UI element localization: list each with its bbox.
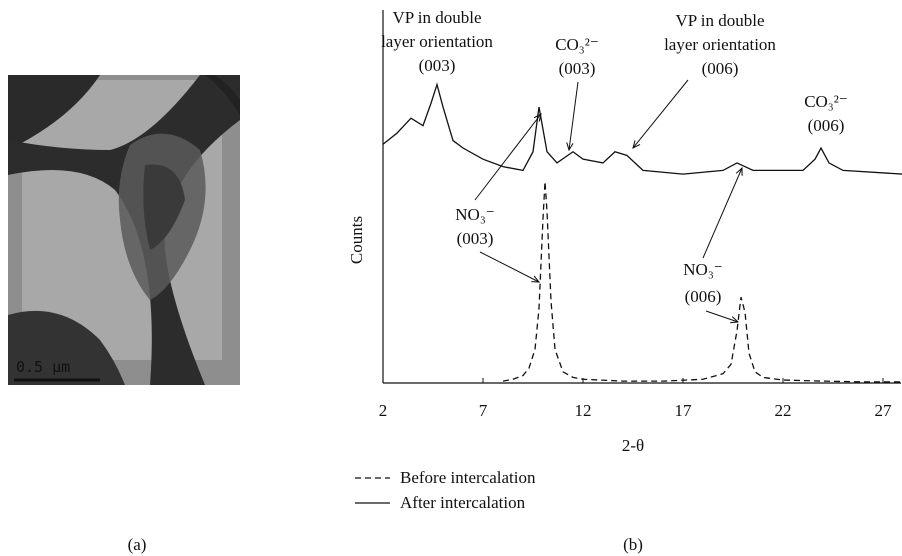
annotation-arrow: [633, 79, 689, 148]
annotation: layer orientation: [381, 32, 493, 51]
annotation: (006): [808, 116, 845, 135]
panel-label: (a): [128, 535, 147, 554]
annotation-arrow: [479, 251, 539, 282]
annotation: (006): [702, 59, 739, 78]
annotation: CO₃²⁻: [804, 92, 848, 111]
x-tick-label: 2: [379, 401, 388, 420]
x-axis-label: 2-θ: [622, 436, 644, 455]
legend-label: After intercalation: [400, 493, 526, 512]
annotation-arrow: [702, 168, 742, 259]
annotation-arrow: [705, 310, 738, 322]
annotation: layer orientation: [664, 35, 776, 54]
annotation: CO₃²⁻: [555, 35, 599, 54]
x-tick-label: 22: [775, 401, 792, 420]
scale-bar-label: 0.5 μm: [16, 358, 70, 376]
annotation-arrow: [474, 114, 541, 201]
annotation: NO₃⁻: [683, 260, 722, 279]
tem-image: 0.5 μm: [8, 75, 240, 385]
legend-label: Before intercalation: [400, 468, 536, 487]
annotation-arrow: [569, 81, 579, 150]
annotation: NO₃⁻: [455, 205, 494, 224]
x-tick-label: 7: [479, 401, 488, 420]
x-tick-label: 12: [575, 401, 592, 420]
annotation: (003): [559, 59, 596, 78]
annotation: VP in double: [675, 11, 764, 30]
y-axis-label: Counts: [347, 216, 366, 264]
annotation: (003): [457, 229, 494, 248]
series-line: [382, 82, 902, 175]
x-tick-label: 17: [675, 401, 693, 420]
annotation: (006): [685, 287, 722, 306]
panel-label: (b): [623, 535, 643, 554]
annotation: (003): [419, 56, 456, 75]
series-line: [502, 181, 902, 383]
x-tick-label: 27: [875, 401, 893, 420]
annotation: VP in double: [392, 8, 481, 27]
